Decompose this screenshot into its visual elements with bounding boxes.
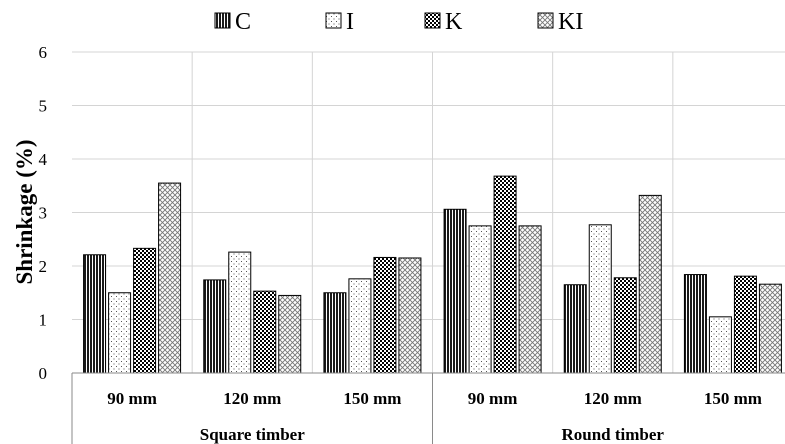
y-tick-label: 4 [39,150,48,169]
legend-item-ki: KI [537,9,583,35]
y-tick-label: 2 [39,257,48,276]
bar-c-3 [323,292,347,374]
bar-c-1 [83,254,107,374]
y-tick-label: 1 [39,311,48,330]
bar-ki-4 [518,225,542,374]
y-tick-label: 6 [39,43,48,62]
bar-ki-2 [278,294,302,374]
bar-k-1 [133,247,157,374]
bar-i-3 [348,278,372,374]
legend-label-c: C [235,9,251,35]
x-tick-label: 150 mm [704,389,762,408]
legend-item-k: K [424,9,463,35]
group-label-square-timber: Square timber [200,425,305,444]
bar-k-4 [493,175,517,374]
legend-swatch-c [214,12,231,29]
bar-c-5 [563,284,587,374]
bar-c-4 [443,208,467,374]
y-tick-label: 5 [39,97,48,116]
x-tick-label: 90 mm [468,389,518,408]
bar-ki-3 [398,257,422,374]
bar-ki-5 [638,194,662,374]
legend-label-ki: KI [558,9,583,35]
legend-label-i: I [346,9,354,35]
bar-i-1 [108,292,132,374]
bar-c-6 [683,274,707,374]
bars [83,175,782,374]
legend-swatch-ki [537,12,554,29]
bar-i-4 [468,225,492,374]
x-tick-label: 90 mm [107,389,157,408]
bar-ki-1 [158,182,182,374]
bar-k-2 [253,290,277,374]
legend-item-i: I [325,9,354,35]
bar-i-6 [708,316,732,374]
y-tick-label: 3 [39,204,48,223]
group-label-round-timber: Round timber [562,425,665,444]
bar-c-2 [203,279,227,374]
legend-swatch-i [325,12,342,29]
x-tick-label: 150 mm [343,389,401,408]
bar-i-2 [228,251,252,374]
bar-k-5 [613,277,637,374]
x-tick-label: 120 mm [584,389,642,408]
y-axis-ticks: 0 1 2 3 4 5 6 [39,43,48,383]
y-axis-label: Shrinkage (%) [12,139,37,284]
y-tick-label: 0 [39,364,48,383]
legend-item-c: C [214,9,251,35]
bar-i-5 [588,224,612,374]
legend-swatch-k [424,12,441,29]
bar-ki-6 [758,283,782,374]
bar-k-6 [733,275,757,374]
bar-k-3 [373,256,397,374]
legend-label-k: K [445,9,463,35]
x-axis: 90 mm 120 mm 150 mm Square timber 90 mm 120 m… [71,372,785,444]
x-tick-label: 120 mm [223,389,281,408]
gridlines [72,51,785,374]
legend: C I K KI [214,9,583,35]
